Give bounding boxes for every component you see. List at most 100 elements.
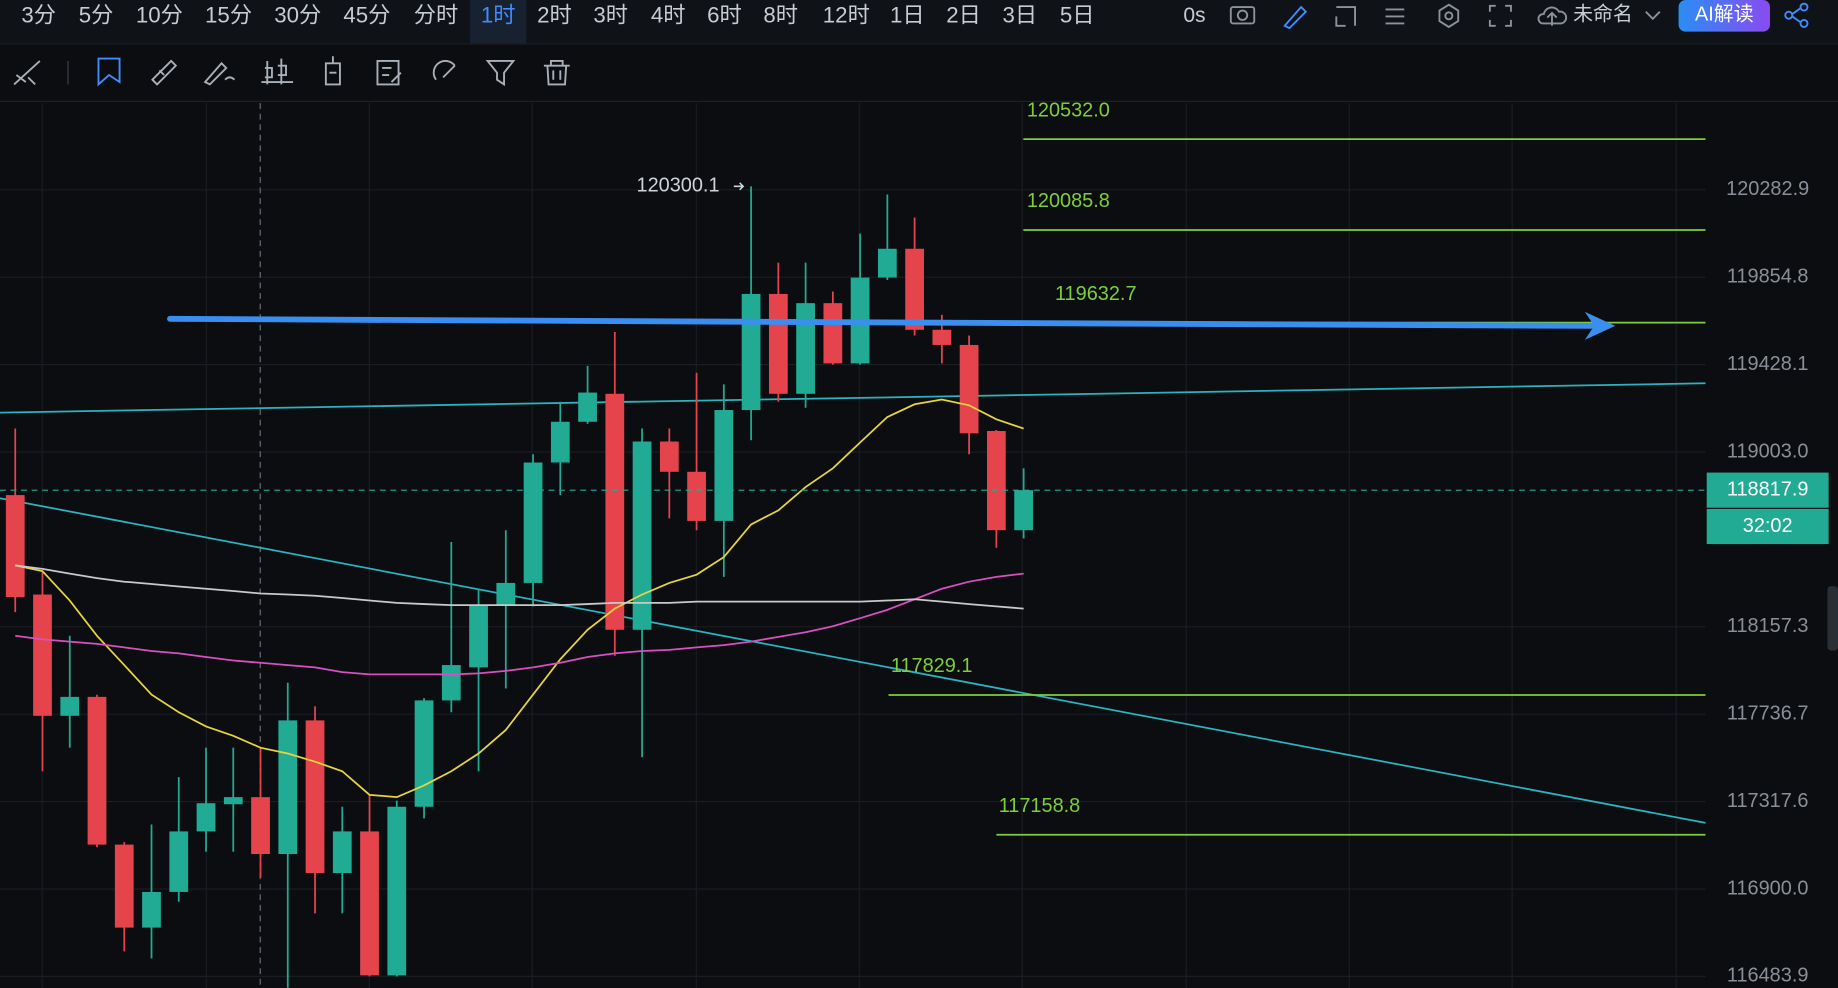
interval-button[interactable]: 1时 [481,2,516,27]
candle-body [169,831,189,892]
candle-body [550,421,570,463]
interval-button[interactable]: 分时 [414,2,459,27]
bookmark-tool[interactable] [97,57,121,87]
y-tick-label: 117736.7 [1727,702,1809,724]
active-interval-bg [470,0,527,44]
level-label: 119632.7 [1055,283,1137,305]
moving-averages [15,398,1024,799]
interval-bar: 3分 5分 10分 15分 30分 45分 分时 1时 2时 3时 4时 6时 8时 12时 1日 2日 3日 5… [21,0,1095,44]
candle-body [332,831,352,874]
candle-body [114,844,134,928]
share-icon[interactable] [1784,10,1794,20]
pen-icon[interactable] [1283,5,1308,30]
candle-body [605,393,625,630]
interval-button[interactable]: 6时 [707,2,742,27]
dropdown-icon[interactable] [1645,11,1661,21]
cloud-icon[interactable] [1537,6,1568,26]
interval-button[interactable]: 2日 [946,2,981,27]
interval-button[interactable]: 1日 [890,2,925,27]
candle-body [932,329,952,345]
interval-button[interactable]: 30分 [274,2,321,27]
candle-body [469,605,488,668]
layout-name[interactable]: 未命名 [1573,3,1633,26]
candle-body [823,303,843,364]
ruler-tool[interactable] [151,59,178,86]
moving-average [15,572,1024,676]
drawing-toolbar [13,56,570,87]
share-icon [1791,7,1802,24]
last-price-label: 118817.9 [1727,478,1809,500]
trend-line [0,497,1706,824]
layout-icon[interactable] [1335,6,1356,27]
level-label: 117158.8 [999,795,1081,817]
candle-tool[interactable] [261,58,294,85]
interval-button[interactable]: 45分 [343,2,390,27]
candle-body [986,431,1006,531]
candle-body [796,303,815,394]
interval-button[interactable]: 8时 [763,2,798,27]
candle-body [1014,490,1033,531]
delete-tool[interactable] [543,60,570,86]
interval-button[interactable]: 2时 [537,2,572,27]
y-tick-label: 119428.1 [1727,353,1809,375]
candle-body [87,696,107,845]
settings-icon[interactable] [1438,3,1460,29]
ai-button[interactable] [1678,0,1771,32]
magnet-tool[interactable] [432,60,456,81]
moving-average [15,564,1024,610]
list-icon[interactable] [1385,8,1405,25]
camera-icon[interactable] [1229,6,1256,25]
share-icon [1799,2,1809,12]
candle-body [196,803,216,832]
y-tick-label: 118157.3 [1727,615,1809,637]
top-toolbar [0,0,1838,44]
interval-button[interactable]: 15分 [205,2,252,27]
candle-body [877,248,897,278]
y-tick-label: 119003.0 [1727,440,1809,462]
candle-body [523,462,543,583]
interval-button[interactable]: 10分 [136,2,183,27]
y-tick-label: 116900.0 [1727,877,1809,899]
side-handle[interactable] [1827,586,1838,651]
candle-body [251,797,270,855]
price-axis [1706,103,1838,988]
candle-body [142,891,161,928]
interval-button[interactable]: 5分 [79,2,114,27]
fullscreen-icon[interactable] [1488,4,1512,27]
interval-button[interactable]: 12时 [823,2,870,27]
interval-button[interactable]: 5日 [1060,2,1095,27]
last-price-box [1706,472,1829,508]
interval-button[interactable]: 3分 [21,2,56,27]
trend-line [0,382,1706,414]
interval-button[interactable]: 3日 [1002,2,1037,27]
interval-button[interactable]: 3时 [593,2,628,27]
candle-body [305,720,325,874]
y-tick-label: 117317.6 [1727,790,1809,812]
timer[interactable]: 0s [1183,4,1205,27]
arrow-shaft [167,315,1598,329]
filter-tool[interactable] [485,60,516,87]
candle-body [768,293,788,394]
candle-body [387,806,407,976]
line-tool[interactable] [13,60,41,86]
brush-tool[interactable] [203,61,236,86]
price-axis-labels: 120282.9 119854.8 119428.1 119003.0 118157.3… [1706,178,1829,987]
countdown-box [1706,508,1829,545]
candle-body [223,797,243,805]
candle-body [578,392,597,422]
candle-body [687,471,706,521]
level-label: 117829.1 [891,655,973,677]
candle-body [5,495,25,598]
level-label: 120085.8 [1027,190,1110,212]
y-tick-label: 116483.9 [1727,965,1809,987]
candle-body [905,248,924,330]
annotations: 120300.1 [0,175,1706,491]
interval-button[interactable]: 4时 [651,2,686,27]
clipboard-tool[interactable] [324,56,341,86]
camera-lens [1236,9,1249,21]
candle-body [741,293,761,411]
countdown-label: 32:02 [1743,515,1793,537]
note-tool[interactable] [376,60,402,86]
ai-button-label[interactable]: AI解读 [1695,3,1754,26]
